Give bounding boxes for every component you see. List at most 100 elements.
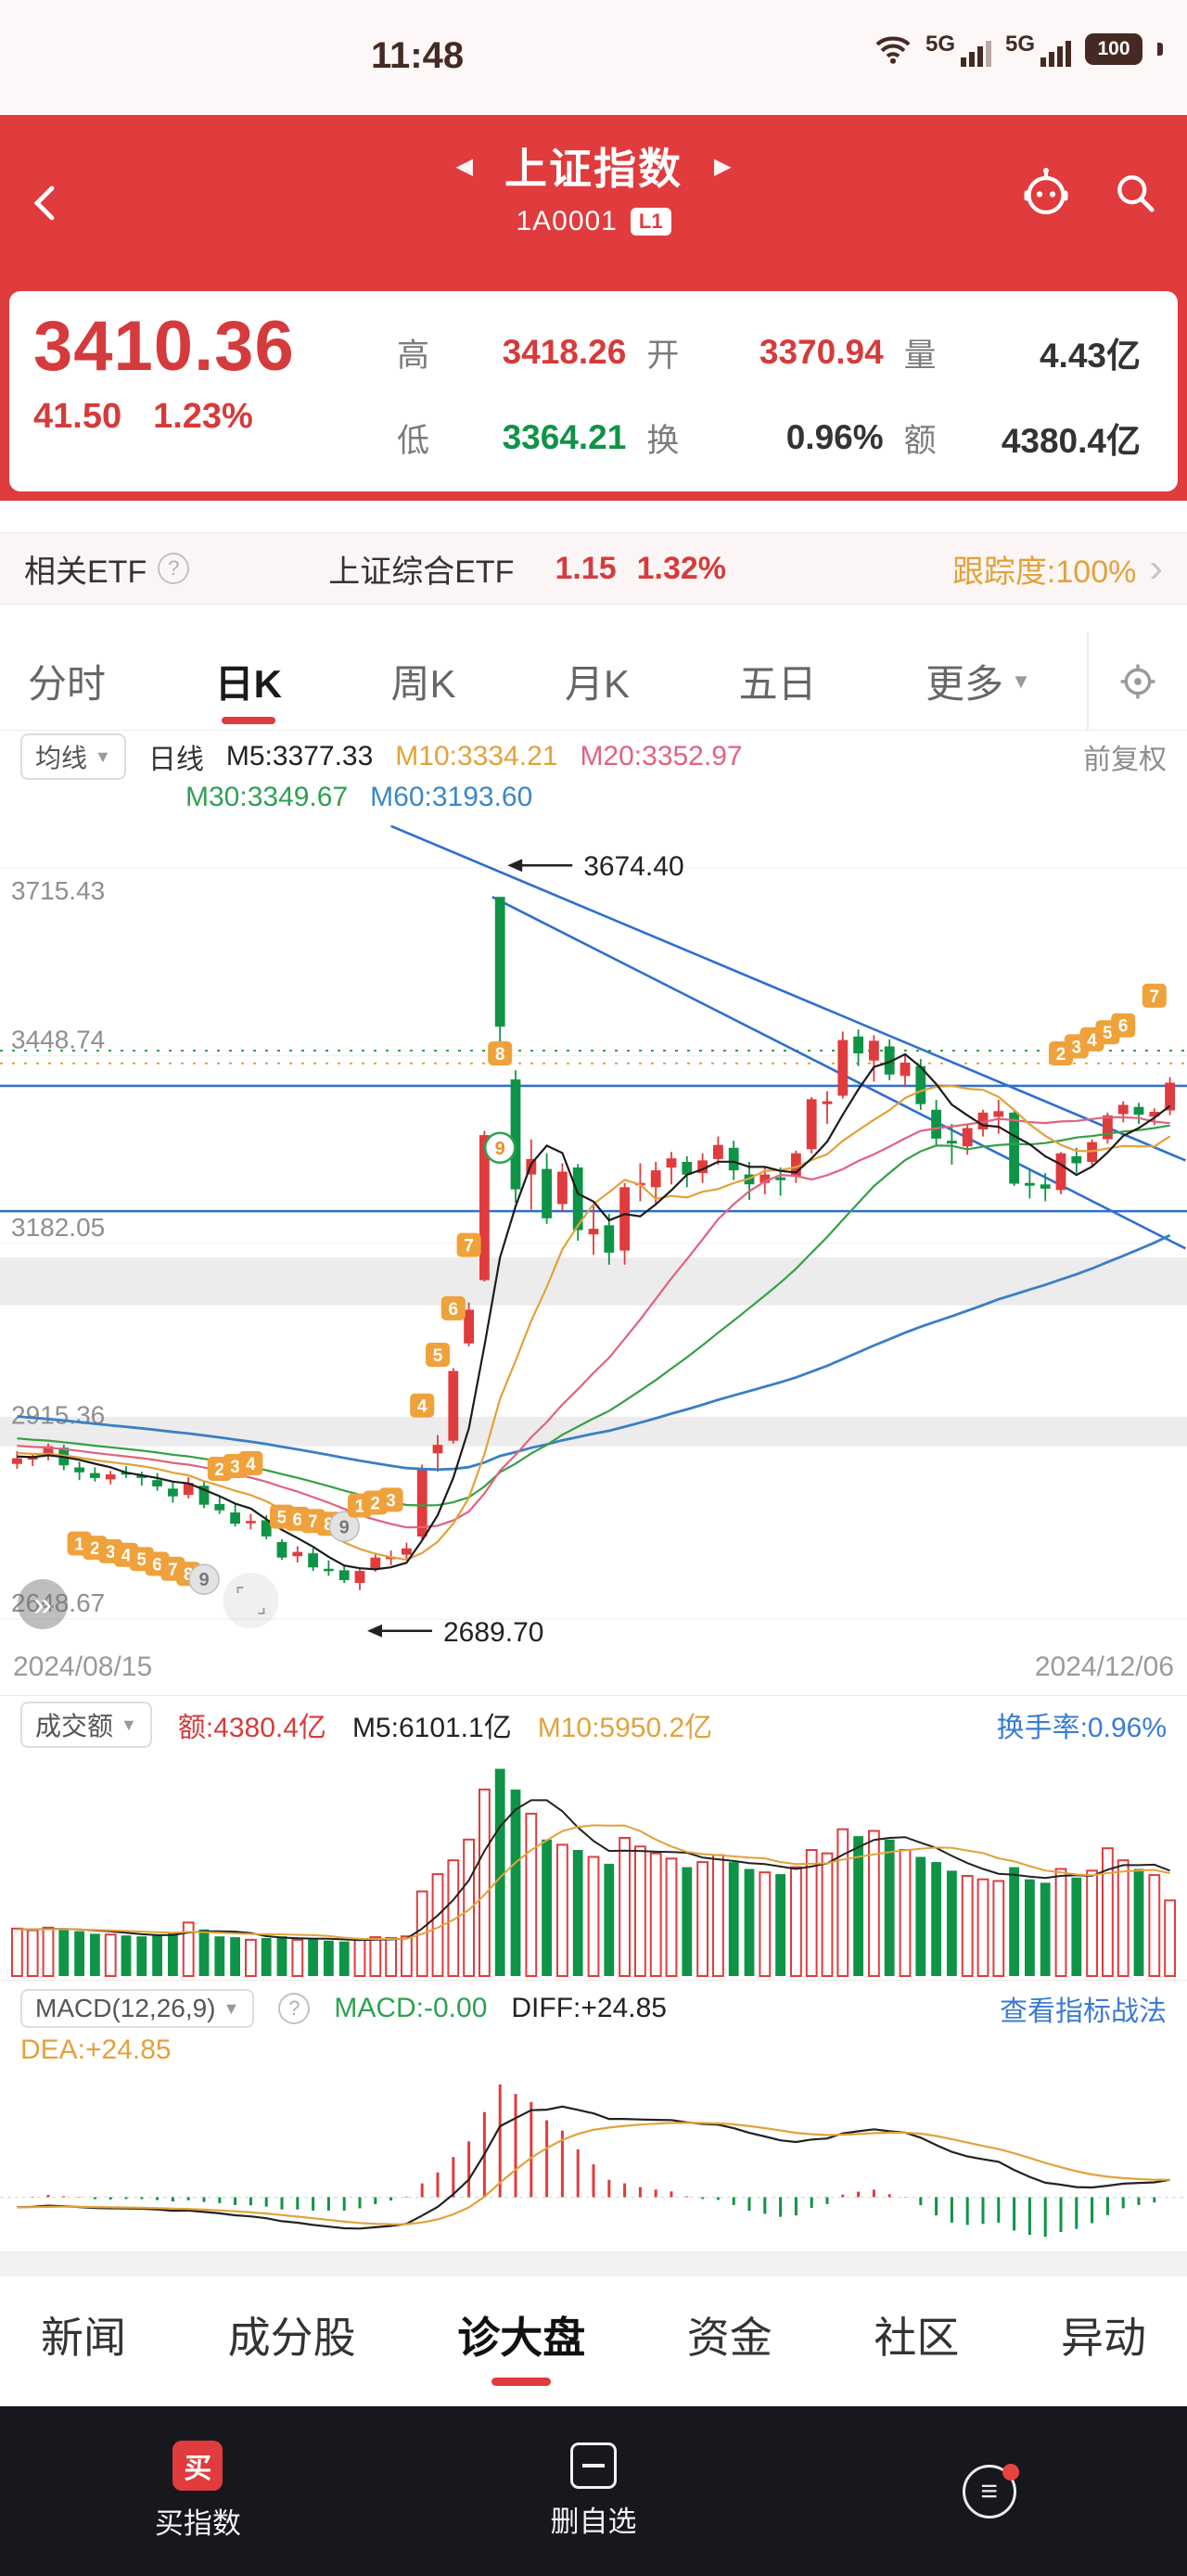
adjust-mode-button[interactable]: 前复权 bbox=[1083, 745, 1167, 775]
svg-text:1: 1 bbox=[355, 1498, 365, 1517]
bottom-tab-news[interactable]: 新闻 bbox=[41, 2276, 126, 2393]
buy-label: 买指数 bbox=[154, 2507, 241, 2540]
chevron-down-icon: ▼ bbox=[95, 746, 111, 766]
active-bottom-tab-underline bbox=[491, 2378, 552, 2386]
tab-more[interactable]: 更多 ▼ bbox=[925, 632, 1031, 730]
volume-indicator-button[interactable]: 成交额 ▼ bbox=[20, 1702, 152, 1748]
section-divider bbox=[0, 2252, 1187, 2276]
volume-chart-canvas[interactable] bbox=[0, 1753, 1187, 1980]
date-start: 2024/08/15 bbox=[13, 1651, 153, 1682]
etf-name: 上证综合ETF bbox=[328, 554, 515, 590]
svg-text:3182.05: 3182.05 bbox=[11, 1213, 105, 1242]
svg-text:8: 8 bbox=[495, 1045, 505, 1065]
macd-help-icon[interactable]: ? bbox=[278, 1993, 311, 2024]
period-label: 日线 bbox=[147, 745, 204, 775]
prev-stock-button[interactable]: ◀ bbox=[455, 153, 473, 179]
svg-text:6: 6 bbox=[449, 1300, 459, 1320]
tab-five-day[interactable]: 五日 bbox=[739, 632, 817, 730]
svg-text:2915.36: 2915.36 bbox=[11, 1401, 105, 1430]
menu-lines-glyph: ≡ bbox=[980, 2474, 998, 2507]
tab-label: 月K bbox=[565, 662, 631, 706]
spacer bbox=[0, 501, 1187, 532]
ma5-value: M5:3377.33 bbox=[225, 741, 374, 772]
dea-value: DEA:+24.85 bbox=[20, 2034, 172, 2065]
wifi-icon bbox=[874, 33, 913, 65]
more-menu-button[interactable]: ≡ bbox=[791, 2463, 1187, 2519]
chevron-down-icon: ▼ bbox=[1011, 669, 1031, 693]
spacer bbox=[0, 605, 1187, 632]
svg-text:3448.74: 3448.74 bbox=[11, 1026, 105, 1054]
next-stock-button[interactable]: ▶ bbox=[714, 153, 732, 179]
diff-value: DIFF:+24.85 bbox=[511, 1993, 667, 2023]
volume-value: 4.43亿 bbox=[1039, 337, 1141, 375]
cellular-signal-1: 5G bbox=[925, 32, 992, 67]
bottom-tab-funds[interactable]: 资金 bbox=[687, 2276, 772, 2393]
svg-text:2648.67: 2648.67 bbox=[11, 1588, 105, 1617]
kline-chart-canvas[interactable]: 3715.433448.743182.052915.362648.6712345… bbox=[0, 820, 1187, 1650]
macd-indicator-button[interactable]: MACD(12,26,9) ▼ bbox=[20, 1989, 255, 2028]
svg-text:7: 7 bbox=[308, 1512, 318, 1532]
tab-daily-k[interactable]: 日K bbox=[215, 632, 282, 730]
svg-text:3: 3 bbox=[386, 1491, 396, 1511]
svg-text:4: 4 bbox=[121, 1547, 132, 1566]
low-label: 低 bbox=[397, 422, 430, 459]
tab-monthly-k[interactable]: 月K bbox=[565, 632, 630, 730]
svg-text:5: 5 bbox=[433, 1346, 443, 1366]
indicator-strategy-link[interactable]: 查看指标战法 bbox=[1000, 1996, 1167, 2027]
bottom-tab-label: 新闻 bbox=[41, 2314, 126, 2362]
bottom-tab-diagnose[interactable]: 诊大盘 bbox=[457, 2276, 585, 2393]
svg-text:5: 5 bbox=[277, 1509, 287, 1528]
volume-amount: 额:4380.4亿 bbox=[177, 1713, 326, 1743]
level1-badge: L1 bbox=[630, 208, 671, 236]
page-title: 上证指数 bbox=[504, 145, 683, 193]
bottom-tab-community[interactable]: 社区 bbox=[874, 2276, 959, 2393]
back-button[interactable] bbox=[24, 181, 69, 225]
bottom-dock: 买 买指数 删自选 ≡ bbox=[0, 2406, 1187, 2576]
remove-watchlist-button[interactable]: 删自选 bbox=[396, 2442, 792, 2540]
minus-square-icon bbox=[569, 2442, 617, 2489]
bottom-tab-constituents[interactable]: 成分股 bbox=[228, 2276, 356, 2393]
signal-bars-icon bbox=[960, 41, 991, 67]
svg-text:4: 4 bbox=[417, 1397, 428, 1417]
expand-left-button[interactable]: » bbox=[18, 1579, 68, 1629]
assistant-robot-icon[interactable] bbox=[1018, 165, 1074, 221]
svg-text:9: 9 bbox=[339, 1517, 350, 1537]
search-icon[interactable] bbox=[1111, 169, 1159, 217]
svg-text:8: 8 bbox=[324, 1515, 334, 1535]
clock: 11:48 bbox=[371, 35, 465, 76]
svg-text:8: 8 bbox=[184, 1565, 194, 1585]
svg-text:4: 4 bbox=[1087, 1031, 1097, 1051]
tab-weekly-k[interactable]: 周K bbox=[390, 632, 455, 730]
cellular-signal-2: 5G bbox=[1005, 32, 1072, 67]
bottom-tab-label: 异动 bbox=[1060, 2314, 1146, 2362]
related-etf-label: 相关ETF bbox=[24, 554, 147, 590]
price-change: 41.50 bbox=[33, 396, 122, 436]
chart-settings-button[interactable] bbox=[1087, 632, 1159, 730]
high-value: 3418.26 bbox=[502, 333, 627, 371]
period-tabs: 分时 日K 周K 月K 五日 更多 ▼ bbox=[28, 632, 1087, 730]
turnover-rate: 换手率:0.96% bbox=[996, 1713, 1167, 1743]
svg-text:3715.43: 3715.43 bbox=[11, 876, 105, 905]
ma-lines bbox=[17, 1052, 1171, 1571]
bottom-tab-bar: 新闻 成分股 诊大盘 资金 社区 异动 bbox=[0, 2276, 1187, 2393]
buy-icon: 买 bbox=[172, 2441, 223, 2491]
svg-text:»: » bbox=[33, 1585, 52, 1623]
buy-index-button[interactable]: 买 买指数 bbox=[0, 2441, 396, 2542]
related-etf-bar[interactable]: 相关ETF ? 上证综合ETF 1.15 1.32% 跟踪度:100% › bbox=[0, 532, 1187, 605]
kline-chart[interactable]: 3715.433448.743182.052915.362648.6712345… bbox=[0, 820, 1187, 1650]
ma-selector-button[interactable]: 均线 ▼ bbox=[20, 733, 126, 780]
bottom-tab-label: 诊大盘 bbox=[457, 2314, 586, 2362]
status-bar: 11:48 5G 5G bbox=[0, 0, 1187, 115]
tab-label: 分时 bbox=[28, 662, 107, 706]
tab-minute[interactable]: 分时 bbox=[28, 632, 106, 730]
battery-nub bbox=[1157, 43, 1163, 56]
svg-text:9: 9 bbox=[495, 1139, 505, 1159]
volume-ma10: M10:5950.2亿 bbox=[537, 1713, 713, 1743]
svg-text:3: 3 bbox=[106, 1543, 116, 1562]
bottom-tab-movers[interactable]: 异动 bbox=[1061, 2276, 1146, 2393]
macd-chart-canvas[interactable] bbox=[0, 2070, 1187, 2251]
help-icon[interactable]: ? bbox=[158, 553, 190, 584]
macd-value: MACD:-0.00 bbox=[334, 1993, 488, 2023]
svg-text:2: 2 bbox=[1056, 1045, 1066, 1065]
tab-label: 五日 bbox=[738, 662, 817, 706]
